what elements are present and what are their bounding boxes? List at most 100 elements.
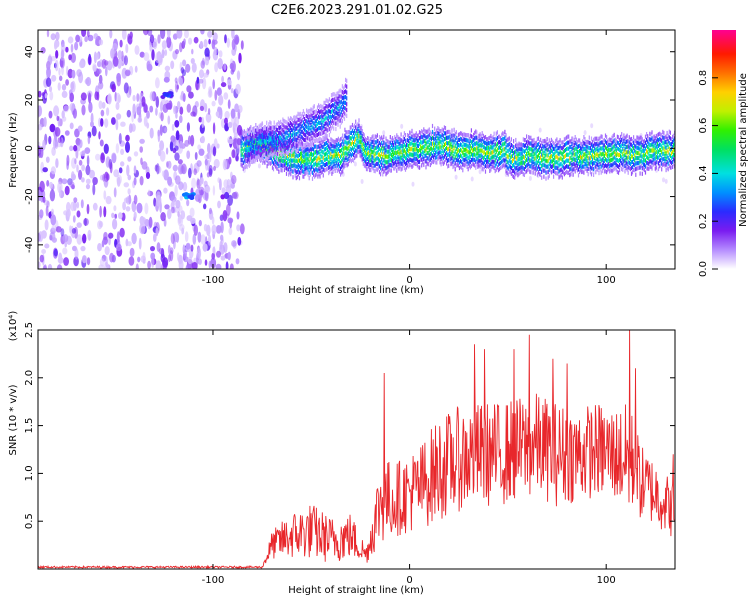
ridge-cell xyxy=(420,144,422,149)
ridge-cell xyxy=(528,156,530,161)
ridge-cell xyxy=(544,163,546,168)
branch-cell xyxy=(326,116,328,121)
ridge-cell xyxy=(316,149,318,154)
ridge-cell xyxy=(668,158,670,163)
ridge-cell xyxy=(649,131,651,136)
noise-speckle xyxy=(125,141,130,153)
ridge-cell xyxy=(507,154,509,159)
branch-cell xyxy=(301,129,303,134)
ridge-cell xyxy=(396,156,398,161)
branch-cell xyxy=(278,136,280,141)
ridge-cell xyxy=(609,164,611,169)
noise-speckle xyxy=(211,252,215,260)
branch-cell xyxy=(342,105,344,110)
noise-speckle xyxy=(100,109,105,117)
noise-speckle xyxy=(214,62,219,73)
ridge-cell xyxy=(319,157,321,162)
ridge-cell xyxy=(373,153,375,158)
ridge-cell xyxy=(663,130,665,136)
ridge-cell xyxy=(453,151,455,156)
ridge-cell xyxy=(583,135,585,140)
noise-speckle xyxy=(182,181,188,192)
ridge-cell xyxy=(435,145,437,151)
ridge-cell xyxy=(367,136,369,141)
ridge-cell xyxy=(530,135,532,140)
ridge-cell xyxy=(480,157,482,162)
ridge-cell xyxy=(428,158,430,163)
noise-speckle xyxy=(192,233,197,245)
ridge-cell xyxy=(365,167,368,172)
ridge-cell xyxy=(492,149,494,154)
ridge-cell xyxy=(334,139,336,144)
ridge-cell xyxy=(395,159,397,165)
branch-cell xyxy=(244,147,246,152)
ridge-cell xyxy=(302,158,304,163)
ridge-cell xyxy=(468,145,470,151)
ridge-cell xyxy=(582,169,584,174)
noise-speckle xyxy=(161,40,167,50)
ridge-cell xyxy=(325,167,328,172)
branch-cell xyxy=(321,109,323,114)
noise-speckle xyxy=(44,93,48,99)
noise-speckle xyxy=(140,157,143,165)
ridge-cell xyxy=(294,168,296,173)
ridge-cell xyxy=(294,149,296,154)
ridge-cell xyxy=(433,131,435,137)
ridge-cell xyxy=(519,142,521,147)
ridge-cell xyxy=(544,143,546,148)
branch-cell xyxy=(246,147,248,152)
branch-cell xyxy=(257,127,259,132)
ridge-cell xyxy=(542,153,544,158)
ridge-cell xyxy=(617,135,620,140)
ridge-cell xyxy=(506,143,508,148)
snr-y-label: SNR (10 * v/v) xyxy=(8,384,19,455)
ridge-cell xyxy=(542,139,544,144)
branch-cell xyxy=(318,120,320,125)
ridge-cell xyxy=(337,162,339,167)
ridge-cell xyxy=(388,163,390,168)
ridge-cell xyxy=(516,161,518,166)
ridge-cell xyxy=(351,146,354,151)
ridge-cell xyxy=(489,163,491,168)
branch-cell xyxy=(326,128,328,133)
branch-cell xyxy=(310,112,312,117)
ridge-cell xyxy=(396,139,398,144)
ridge-cell xyxy=(643,167,645,173)
ridge-cell xyxy=(430,132,432,137)
branch-cell xyxy=(281,147,283,152)
branch-cell xyxy=(293,147,295,152)
branch-cell xyxy=(280,135,282,141)
noise-speckle xyxy=(216,143,220,149)
branch-cell xyxy=(255,128,257,133)
ridge-cell xyxy=(283,167,285,172)
ridge-cell xyxy=(316,144,318,150)
noise-speckle xyxy=(94,91,99,101)
noise-speckle xyxy=(61,49,65,59)
ridge-cell xyxy=(431,123,434,129)
noise-speckle xyxy=(40,147,44,159)
branch-cell xyxy=(293,120,295,126)
ridge-cell xyxy=(636,161,638,166)
branch-cell xyxy=(327,109,329,114)
noise-speckle xyxy=(131,232,137,245)
noise-speckle xyxy=(103,190,107,200)
noise-speckle xyxy=(60,43,66,52)
noise-speckle xyxy=(147,189,151,197)
ridge-cell xyxy=(556,154,558,159)
ridge-cell xyxy=(641,166,643,171)
ridge-cell xyxy=(543,168,545,173)
ridge-cell xyxy=(433,159,435,165)
ridge-cell xyxy=(414,147,416,152)
ridge-cell xyxy=(387,144,389,149)
branch-cell xyxy=(329,104,332,109)
ridge-cell xyxy=(425,165,427,170)
ridge-cell xyxy=(505,169,507,174)
ridge-cell xyxy=(383,163,385,168)
ridge-cell xyxy=(416,163,418,168)
ridge-cell xyxy=(408,133,410,139)
ridge-cell xyxy=(474,157,476,163)
ridge-cell xyxy=(384,141,386,146)
ridge-cell xyxy=(654,151,656,156)
ridge-cell xyxy=(272,161,275,166)
